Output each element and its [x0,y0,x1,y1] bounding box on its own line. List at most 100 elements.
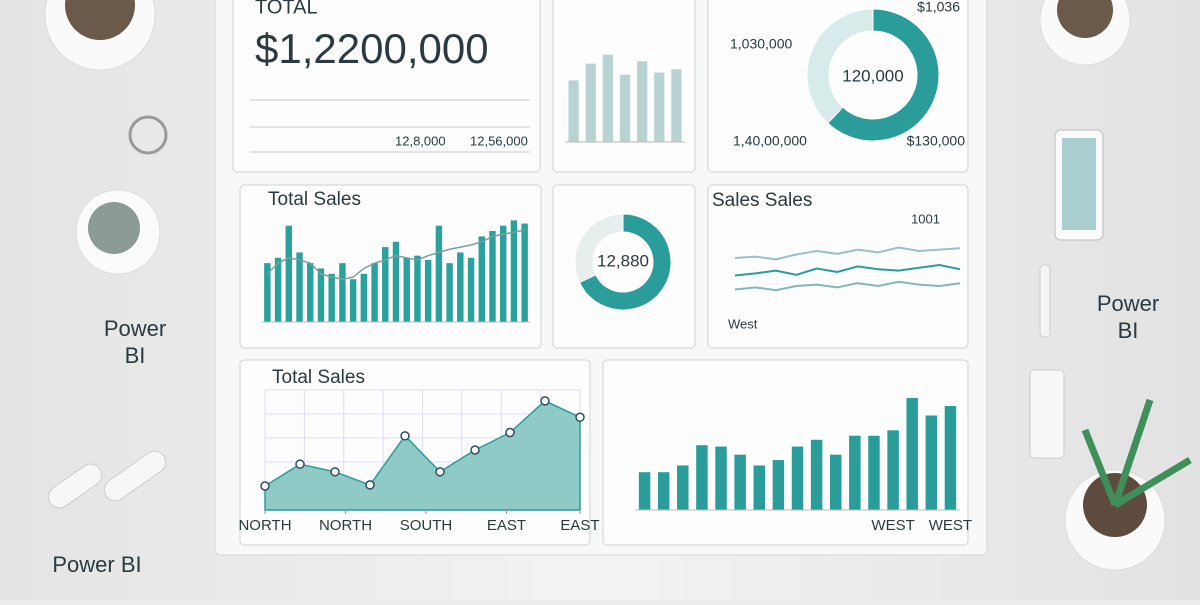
bar [654,72,665,142]
desk-label: Power [104,316,166,341]
chart-title: Sales Sales [712,190,812,211]
x-tick-label: WEST [929,517,972,534]
bar [457,252,464,322]
bar [925,415,938,510]
plant-soil [65,0,135,40]
bar [360,273,368,322]
bar [568,80,579,142]
bar [317,268,325,322]
series-line [734,246,961,261]
donut-slice [806,8,874,124]
annotation: 1,40,00,000 [733,133,807,149]
bar [849,435,861,510]
x-tick-label: WEST [871,517,914,534]
bar [499,225,507,322]
point [400,431,410,441]
bar [296,252,303,322]
panel [707,184,969,349]
bar [392,241,400,322]
point [505,427,515,438]
remote [103,450,167,502]
bar [657,472,670,510]
trend-line [266,229,525,280]
panel [232,0,541,173]
point [295,459,305,469]
chart-title: Total Sales [268,189,361,210]
bar [264,263,271,322]
bar [734,454,746,510]
bar [382,247,389,322]
donut-center-label: 12,880 [597,251,649,270]
bar [521,223,528,322]
kpi-value: $1,2200,000 [255,25,489,72]
bar [671,69,682,142]
bar [510,220,518,322]
point [540,396,550,406]
series-line [734,280,961,292]
kpi-figure: 12,8,000 [395,133,446,148]
donut-slice [574,213,624,284]
bar [906,397,918,510]
point [470,445,480,455]
panel [552,184,696,349]
plant-leaves [1081,398,1192,509]
bar [810,439,823,510]
annotation: 1001 [911,211,940,226]
bar [887,430,899,510]
donut-slice [578,213,672,311]
bar [753,465,765,510]
point [575,412,585,423]
ring [128,115,168,155]
bar [285,225,293,322]
x-tick-label: EAST [487,517,526,534]
donut-slice [827,8,940,142]
point [260,481,270,491]
annotation: $130,000 [907,133,966,149]
bar [868,435,880,510]
desk-label: Power BI [52,552,141,577]
bar [414,255,421,322]
bar [772,460,785,510]
bar [489,231,496,322]
bar [944,406,957,510]
bar [478,236,485,322]
kpi-title: TOTAL [255,0,318,18]
bar [446,263,453,322]
desk-label: BI [1118,318,1139,343]
bar [307,263,314,322]
annotation: $1,036 [917,0,960,15]
bar [619,74,631,142]
bar [830,454,842,510]
bar [371,263,378,322]
bar [435,225,443,322]
bar [467,257,475,322]
point [435,467,445,477]
x-tick-label: NORTH [238,517,291,534]
chart-title: Total Sales [272,367,365,388]
bar [274,257,282,322]
bar [696,445,708,510]
phone-screen [1062,138,1096,230]
desk-label: BI [125,343,146,368]
bar [328,273,335,322]
annotation: West [728,316,758,331]
plant-soil [1057,0,1113,38]
point [365,480,375,490]
bar [403,257,410,322]
pen [1039,264,1051,338]
desk-label: Power [1097,291,1159,316]
panel [239,184,542,349]
bar [638,472,651,510]
annotation: 1,030,000 [730,36,792,52]
bar [349,279,357,322]
switch [1029,369,1065,459]
bar [677,465,689,510]
x-tick-label: SOUTH [400,517,453,534]
x-tick-label: EAST [560,517,599,534]
point [330,467,340,477]
pot-plant [88,202,140,254]
series-line [734,263,961,277]
bar [791,446,804,510]
bar [637,61,648,142]
